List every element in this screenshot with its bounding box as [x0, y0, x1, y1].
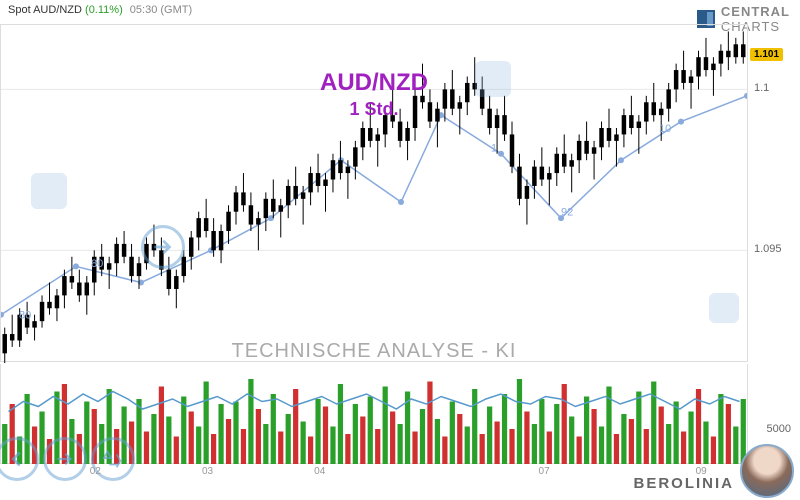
watermark-icon	[31, 173, 67, 209]
volume-tick-label: 5000	[767, 423, 791, 435]
pct-change: (0.11%)	[85, 4, 123, 16]
price-tick: 1.095	[754, 243, 782, 255]
price-axis: 1.101 1.095 1.1	[750, 24, 800, 362]
svg-text:80: 80	[19, 310, 31, 322]
time-tick: 02	[90, 466, 101, 477]
price-tick: 1.1	[754, 82, 769, 94]
svg-text:80: 80	[91, 258, 103, 270]
header-info: Spot AUD/NZD (0.11%) 05:30 (GMT)	[8, 4, 192, 16]
time-tick: 07	[539, 466, 550, 477]
time-label: 05:30 (GMT)	[130, 4, 192, 16]
svg-text:92: 92	[561, 207, 573, 219]
svg-text:10: 10	[659, 123, 671, 135]
interval-label: 1 Std.	[349, 99, 398, 120]
watermark-icon	[709, 293, 739, 323]
price-chart[interactable]: 80 80 1 92 10 AUD/NZD 1 Std.	[0, 24, 748, 362]
time-tick: 04	[314, 466, 325, 477]
symbol-label: AUD/NZD	[320, 69, 428, 97]
current-price-badge: 1.101	[750, 48, 783, 61]
time-tick: 03	[202, 466, 213, 477]
svg-text:1: 1	[491, 142, 497, 154]
volume-chart[interactable]: TECHNISCHE ANALYSE - KI 5000	[0, 364, 748, 464]
arrow-right-icon	[141, 225, 185, 269]
avatar-icon[interactable]	[740, 444, 794, 498]
spot-label: Spot AUD/NZD	[8, 4, 82, 16]
footer-brand: BEROLINIA	[634, 475, 735, 492]
volume-title: TECHNISCHE ANALYSE - KI	[232, 340, 517, 363]
watermark-icon	[475, 61, 511, 97]
